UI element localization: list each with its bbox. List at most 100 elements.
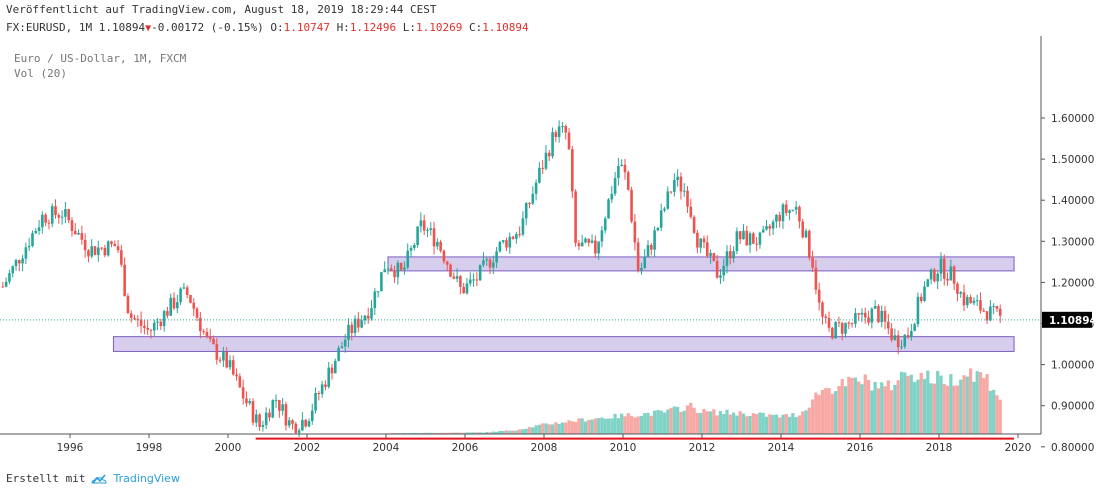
candle-body [363,315,367,321]
candle-body [959,292,963,294]
candle-body [416,226,419,246]
candle-body [370,308,373,319]
volume-bar [718,411,723,434]
candle-body [54,206,57,216]
candle-body [149,329,153,331]
volume-bar [425,432,430,434]
published-line: Veröffentlicht auf TradingView.com, Augu… [6,3,436,16]
candle-body [571,149,574,192]
candle-body [307,421,311,427]
candle-body [501,240,505,243]
candle-body [399,262,403,270]
candle-body [143,325,146,328]
candle-body [775,214,778,222]
candle-body [883,310,887,322]
volume-bar [554,422,558,434]
volume-bar [560,422,565,434]
candle-body [228,360,232,368]
volume-bar [442,432,446,434]
volume-bar [820,390,825,434]
candle-body [287,420,291,426]
candle-body [113,243,117,247]
candle-body [623,164,627,173]
candle-body [60,216,64,218]
candle-body [419,220,423,227]
candle-body [176,302,179,309]
candle-body [459,276,462,287]
volume-bar [945,385,950,434]
candle-body [682,190,686,192]
volume-bar [873,381,877,434]
volume-bar [952,385,956,434]
x-tick-label: 1998 [136,442,163,454]
footer: Erstellt mit TradingView [6,472,180,485]
volume-bar [794,417,798,434]
volume-bar [791,413,795,434]
close-label: C: [469,21,483,34]
volume-bar [712,409,716,434]
candle-body [18,260,21,264]
volume-bar [422,432,426,434]
candle-body [334,361,337,374]
candle-body [360,320,363,328]
volume-bar [909,374,913,434]
resistance-zones [112,256,1015,352]
candle-body [676,176,679,181]
volume-bar [643,413,647,434]
candle-body [67,209,70,221]
candle-body [139,319,143,326]
candle-body [712,253,716,262]
candle-body [946,278,949,281]
candle-body [301,419,304,431]
volume-bar [811,399,815,434]
candle-body [97,247,100,255]
volume-bar [537,424,541,434]
candle-body [725,251,729,266]
candle-body [297,430,301,433]
volume-bar [998,399,1002,434]
candle-body [159,321,163,327]
candle-body [580,242,584,247]
candle-body [956,283,959,294]
candle-body [811,257,814,268]
candle-body [735,231,739,252]
volume-bar [439,432,443,434]
volume-bar [781,414,785,434]
candle-body [129,313,133,319]
zone-2 [112,336,1015,352]
candle-body [380,272,383,292]
footer-brand[interactable]: TradingView [113,472,180,485]
candle-body [834,322,837,339]
y-tick-label: 1.30000 [1051,236,1094,248]
candle-body [515,234,518,239]
candle-body [554,132,558,137]
candle-body [778,214,781,222]
candle-body [478,264,482,281]
candle-body [748,233,752,246]
candle-body [386,268,390,270]
volume-bar [880,382,884,434]
candle-body [597,241,600,254]
volume-bar [498,430,502,434]
volume-bar [975,371,979,434]
candle-body [146,327,149,330]
volume-bar [949,374,953,434]
volume-bar [748,415,752,434]
price-chart[interactable]: 1.600001.500001.400001.300001.200001.100… [0,36,1100,462]
candle-body [998,308,1002,316]
candle-body [659,210,663,228]
volume-bar [955,385,960,434]
volume-bar [932,383,936,434]
candle-body [985,311,989,321]
volume-bar [583,421,588,434]
volume-bar [847,376,851,434]
x-tick-label: 2004 [373,442,400,454]
y-tick-label: 1.20000 [1051,277,1094,289]
volume-bar [728,414,732,434]
volume-bar [778,417,782,434]
candle-body [136,319,140,321]
candle-body [771,221,775,229]
volume-bar [603,418,607,434]
x-tick-label: 2014 [768,442,795,454]
volume-bar [959,379,963,434]
